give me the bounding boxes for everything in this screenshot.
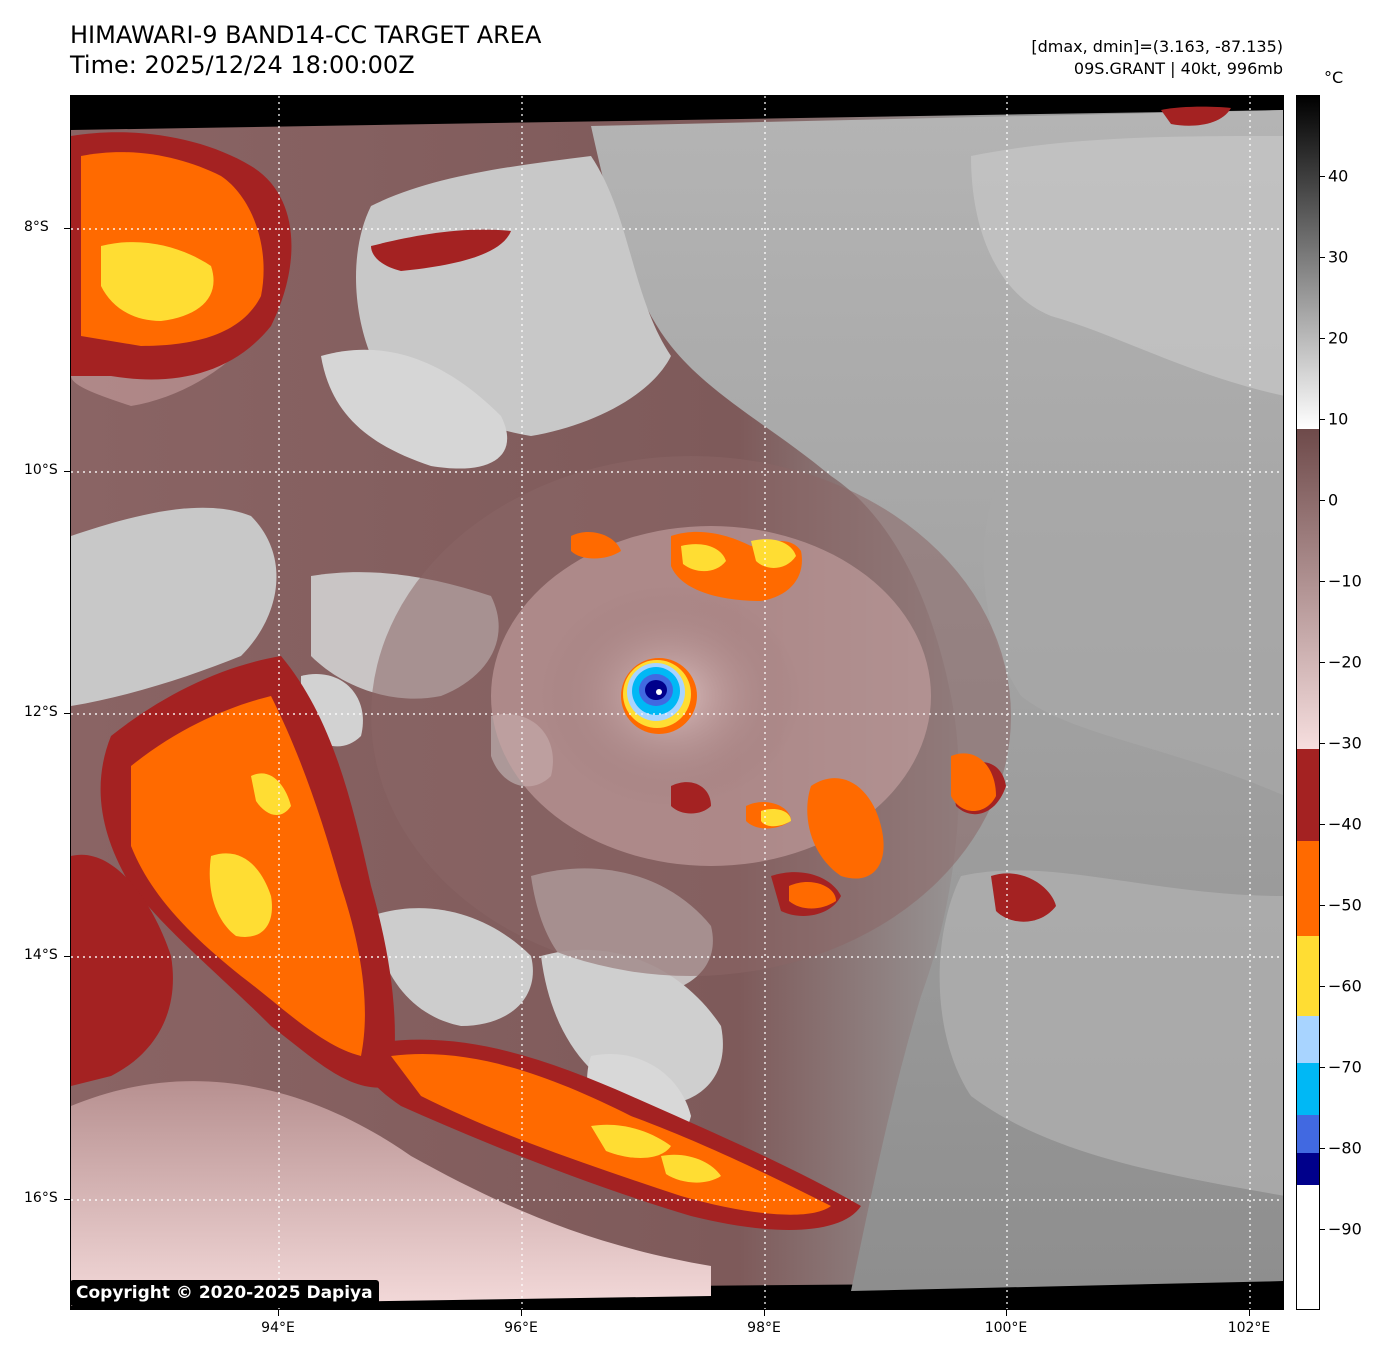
colorbar-tick-label: 0 [1328, 490, 1339, 510]
colorbar-tick [1320, 743, 1325, 744]
lat-tick [64, 228, 70, 229]
lon-tick [1006, 1310, 1007, 1316]
lon-tick [1249, 1310, 1250, 1316]
lat-tick [64, 1199, 70, 1200]
lat-label-8s: 8°S [24, 219, 49, 235]
lat-tick [64, 713, 70, 714]
colorbar-tick [1320, 986, 1325, 987]
colorbar-tick-label: 10 [1328, 409, 1349, 429]
colorbar-tick [1320, 824, 1325, 825]
colorbar-tick [1320, 419, 1325, 420]
lon-tick [764, 1310, 765, 1316]
colorbar-tick [1320, 1067, 1325, 1068]
colorbar-tick [1320, 905, 1325, 906]
chart-title: HIMAWARI-9 BAND14-CC TARGET AREA Time: 2… [70, 20, 541, 80]
info-line-1: [dmax, dmin]=(3.163, -87.135) [1031, 37, 1283, 56]
colorbar-scale [1297, 96, 1319, 1309]
lat-label-14s: 14°S [24, 947, 58, 963]
colorbar-tick-label: −30 [1328, 733, 1362, 753]
lon-label-100e: 100°E [984, 1320, 1028, 1336]
satellite-image [71, 96, 1283, 1309]
colorbar-tick-label: 20 [1328, 328, 1349, 348]
colorbar-tick-label: −90 [1328, 1219, 1362, 1239]
lat-label-10s: 10°S [24, 462, 58, 478]
colorbar-tick-label: −70 [1328, 1057, 1362, 1077]
colorbar-tick-label: −40 [1328, 814, 1362, 834]
lon-label-98e: 98°E [747, 1320, 781, 1336]
colorbar-tick-label: 40 [1328, 166, 1349, 186]
colorbar-tick [1320, 1148, 1325, 1149]
colorbar-tick-label: −80 [1328, 1138, 1362, 1158]
title-line-2: Time: 2025/12/24 18:00:00Z [70, 51, 415, 79]
colorbar-tick-label: −10 [1328, 571, 1362, 591]
colorbar-tick [1320, 500, 1325, 501]
lon-label-102e: 102°E [1227, 1320, 1271, 1336]
lon-label-94e: 94°E [261, 1320, 295, 1336]
lon-label-96e: 96°E [504, 1320, 538, 1336]
colorbar-tick-label: −50 [1328, 895, 1362, 915]
lat-label-12s: 12°S [24, 704, 58, 720]
lat-tick [64, 471, 70, 472]
colorbar-tick [1320, 257, 1325, 258]
colorbar-tick-label: 30 [1328, 247, 1349, 267]
storm-info: [dmax, dmin]=(3.163, -87.135) 09S.GRANT … [1031, 36, 1283, 80]
colorbar [1296, 95, 1320, 1310]
colorbar-tick [1320, 1229, 1325, 1230]
colorbar-tick-label: −20 [1328, 652, 1362, 672]
lat-tick [64, 956, 70, 957]
copyright-badge: Copyright © 2020-2025 Dapiya [70, 1280, 379, 1306]
colorbar-tick-label: −60 [1328, 976, 1362, 996]
lat-label-16s: 16°S [24, 1190, 58, 1206]
title-line-1: HIMAWARI-9 BAND14-CC TARGET AREA [70, 21, 542, 49]
lon-tick [278, 1310, 279, 1316]
satellite-map [70, 95, 1284, 1310]
colorbar-tick [1320, 662, 1325, 663]
colorbar-tick [1320, 581, 1325, 582]
colorbar-tick [1320, 176, 1325, 177]
info-line-2: 09S.GRANT | 40kt, 996mb [1073, 59, 1283, 78]
colorbar-tick [1320, 338, 1325, 339]
colorbar-unit: °C [1324, 68, 1344, 87]
lon-tick [521, 1310, 522, 1316]
